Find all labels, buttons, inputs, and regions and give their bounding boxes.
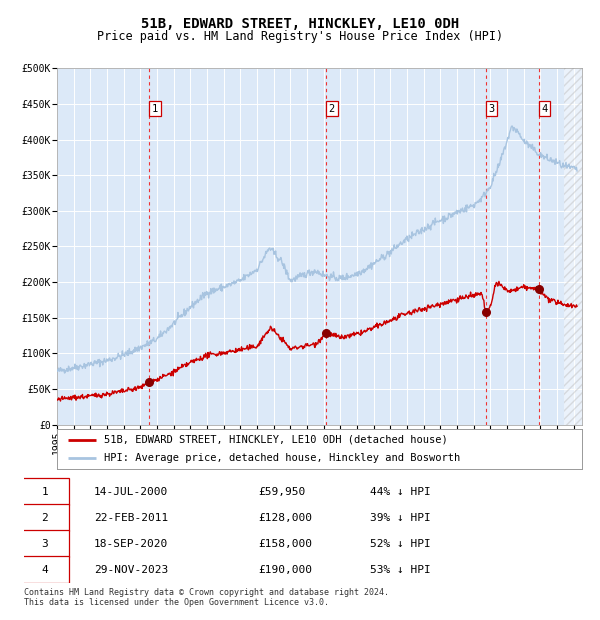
Text: £190,000: £190,000 <box>259 565 313 575</box>
Text: 53% ↓ HPI: 53% ↓ HPI <box>370 565 431 575</box>
Text: 39% ↓ HPI: 39% ↓ HPI <box>370 513 431 523</box>
Text: 14-JUL-2000: 14-JUL-2000 <box>94 487 168 497</box>
Text: 1: 1 <box>152 104 158 114</box>
Text: 2: 2 <box>329 104 335 114</box>
Text: 52% ↓ HPI: 52% ↓ HPI <box>370 539 431 549</box>
FancyBboxPatch shape <box>21 530 68 557</box>
FancyBboxPatch shape <box>21 504 68 531</box>
Text: Contains HM Land Registry data © Crown copyright and database right 2024.
This d: Contains HM Land Registry data © Crown c… <box>24 588 389 607</box>
FancyBboxPatch shape <box>21 556 68 583</box>
Text: 3: 3 <box>488 104 494 114</box>
Bar <box>563 68 582 425</box>
Text: 44% ↓ HPI: 44% ↓ HPI <box>370 487 431 497</box>
Text: 22-FEB-2011: 22-FEB-2011 <box>94 513 168 523</box>
Text: 4: 4 <box>41 565 48 575</box>
Text: 4: 4 <box>542 104 548 114</box>
Text: HPI: Average price, detached house, Hinckley and Bosworth: HPI: Average price, detached house, Hinc… <box>104 453 461 464</box>
Text: 3: 3 <box>41 539 48 549</box>
Text: 1: 1 <box>41 487 48 497</box>
FancyBboxPatch shape <box>21 478 68 505</box>
Text: 18-SEP-2020: 18-SEP-2020 <box>94 539 168 549</box>
Text: 51B, EDWARD STREET, HINCKLEY, LE10 0DH (detached house): 51B, EDWARD STREET, HINCKLEY, LE10 0DH (… <box>104 435 448 445</box>
Text: 29-NOV-2023: 29-NOV-2023 <box>94 565 168 575</box>
Text: Price paid vs. HM Land Registry's House Price Index (HPI): Price paid vs. HM Land Registry's House … <box>97 30 503 43</box>
Text: £128,000: £128,000 <box>259 513 313 523</box>
Text: £59,950: £59,950 <box>259 487 305 497</box>
Text: 2: 2 <box>41 513 48 523</box>
Text: £158,000: £158,000 <box>259 539 313 549</box>
Text: 51B, EDWARD STREET, HINCKLEY, LE10 0DH: 51B, EDWARD STREET, HINCKLEY, LE10 0DH <box>141 17 459 32</box>
